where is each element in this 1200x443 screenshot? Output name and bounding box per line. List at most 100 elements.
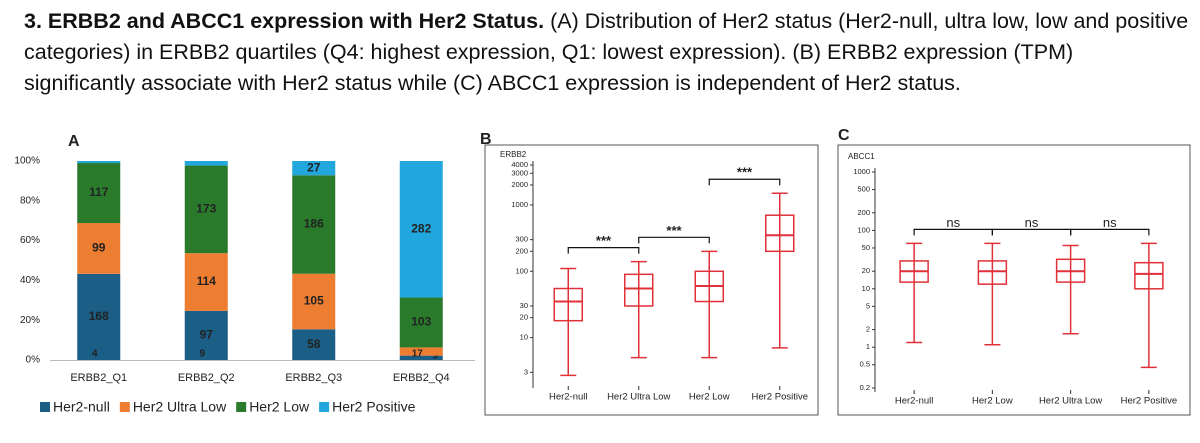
significance-bracket: [708, 178, 781, 186]
significance-bracket: [567, 246, 640, 254]
significance-bracket: [638, 236, 710, 244]
x-tick-label: Her2 Positive: [1121, 396, 1178, 407]
legend-label: Her2 Low: [249, 399, 310, 415]
y-tick-label: 500: [857, 185, 870, 194]
significance-label: ns: [946, 215, 960, 230]
x-tick-label: ERBB2_Q1: [70, 372, 127, 384]
x-tick-label: Her2 Positive: [752, 392, 809, 403]
bar-segment: [184, 161, 228, 166]
data-label: 58: [307, 337, 321, 351]
significance-label: ns: [1103, 215, 1117, 230]
data-label: 117: [89, 185, 109, 199]
bar-segment: [184, 310, 228, 360]
y-tick-label: 3: [524, 367, 528, 376]
box: [624, 273, 654, 307]
x-tick-label: Her2-null: [549, 392, 588, 403]
y-tick-label: 20%: [20, 315, 40, 326]
y-tick-label: 3000: [511, 168, 528, 177]
panel-letter: B: [480, 131, 492, 148]
y-tick-label: 10: [520, 333, 528, 342]
legend-swatch: [40, 402, 50, 412]
significance-label: ns: [1025, 215, 1039, 230]
legend-label: Her2 Ultra Low: [133, 399, 227, 415]
data-label: 9: [199, 349, 205, 360]
x-tick-label: ERBB2_Q3: [285, 372, 342, 384]
legend-swatch: [119, 402, 130, 412]
box: [553, 287, 583, 322]
y-axis-label: ERBB2: [500, 150, 527, 159]
bar-segment: [399, 161, 443, 298]
bar-segment: [77, 223, 121, 274]
x-tick-label: Her2 Low: [689, 392, 730, 403]
legend-label: Her2 Positive: [332, 399, 415, 415]
box: [1134, 261, 1164, 290]
y-tick-label: 4000: [511, 160, 528, 169]
bar-segment: [399, 297, 443, 348]
data-label: 105: [304, 294, 324, 308]
legend-swatch: [319, 402, 330, 412]
bar-segment: [77, 161, 121, 164]
data-label: 4: [92, 349, 98, 360]
significance-label: ***: [596, 233, 612, 248]
caption-bold: 3. ERBB2 and ABCC1 expression with Her2 …: [24, 9, 545, 33]
data-label: 173: [196, 202, 216, 216]
significance-bracket: [913, 228, 993, 236]
data-label: 27: [307, 160, 321, 174]
panel-frame: [484, 144, 819, 416]
y-tick-label: 300: [515, 235, 528, 244]
data-label: 282: [411, 221, 431, 235]
x-tick-label: ERBB2_Q4: [393, 372, 450, 384]
data-label: 97: [200, 328, 214, 342]
y-tick-label: 30: [520, 301, 528, 310]
significance-bracket: [1070, 228, 1150, 236]
y-tick-label: 10: [862, 284, 870, 293]
y-tick-label: 60%: [20, 235, 40, 246]
y-tick-label: 5: [866, 301, 870, 310]
caption: 3. ERBB2 and ABCC1 expression with Her2 …: [24, 6, 1189, 99]
bar-segment: [399, 355, 443, 360]
y-tick-label: 100%: [14, 156, 40, 167]
significance-bracket: [991, 228, 1072, 236]
bar-segment: [77, 163, 121, 224]
data-label: 168: [89, 309, 109, 323]
y-tick-label: 200: [857, 208, 870, 217]
x-tick-label: Her2 Low: [972, 396, 1013, 407]
y-tick-label: 20: [520, 313, 528, 322]
y-tick-label: 40%: [20, 275, 40, 286]
box: [765, 214, 795, 253]
bar-segment: [184, 253, 228, 311]
data-label: 186: [304, 217, 324, 231]
x-tick-label: Her2 Ultra Low: [1039, 396, 1102, 407]
y-tick-label: 1000: [511, 200, 528, 209]
y-axis-label: ABCC1: [848, 152, 875, 161]
y-tick-label: 20: [862, 266, 870, 275]
panel-letter: C: [838, 127, 850, 144]
y-tick-label: 2: [866, 325, 870, 334]
significance-label: ***: [737, 165, 753, 180]
y-tick-label: 80%: [20, 195, 40, 206]
x-tick-label: Her2 Ultra Low: [607, 392, 670, 403]
bar-segment: [292, 329, 336, 360]
y-tick-label: 50: [862, 243, 870, 252]
data-label: 99: [92, 241, 106, 255]
legend-label: Her2-null: [53, 399, 110, 415]
panel-letter: A: [68, 133, 80, 150]
y-tick-label: 200: [515, 246, 528, 255]
data-label: 103: [411, 315, 431, 329]
legend-swatch: [236, 402, 247, 412]
y-tick-label: 100: [515, 266, 528, 275]
box: [977, 260, 1008, 285]
y-tick-label: 0.2: [860, 383, 870, 392]
y-tick-label: 0.5: [860, 360, 870, 369]
y-tick-label: 100: [857, 225, 870, 234]
caption-text: (A) Distribution of Her2 status (Her2-nu…: [24, 9, 1189, 95]
x-tick-label: Her2-null: [895, 396, 934, 407]
data-label: 114: [197, 274, 217, 288]
bar-segment: [184, 165, 228, 254]
bar-segment: [292, 161, 336, 176]
bar-segment: [292, 175, 336, 274]
x-tick-label: ERBB2_Q2: [178, 372, 235, 384]
data-label: 17: [412, 349, 424, 360]
